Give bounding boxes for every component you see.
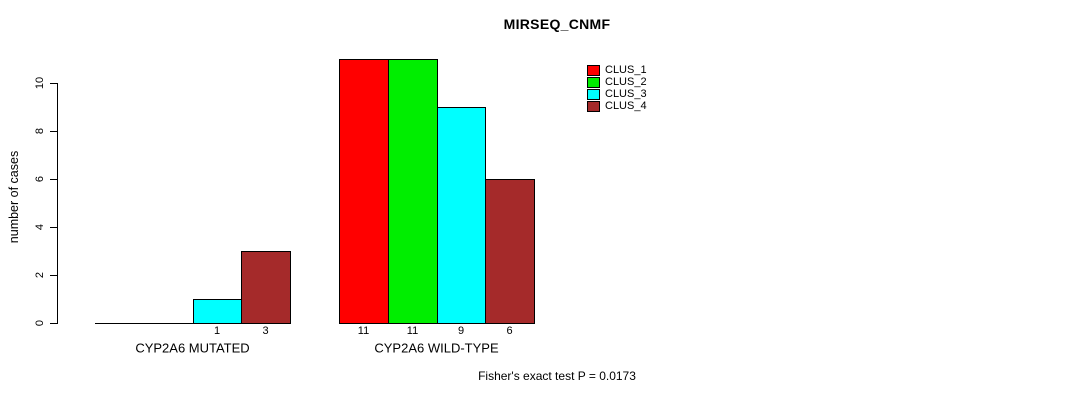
bar-value-label: 9 — [457, 325, 465, 337]
y-tick-label: 2 — [34, 271, 46, 279]
legend-color-swatch — [587, 88, 600, 100]
legend: CLUS_1 CLUS_2 CLUS_3 CLUS_4 — [587, 64, 647, 112]
legend-label: CLUS_1 — [605, 64, 647, 76]
legend-color-swatch — [587, 76, 600, 88]
bar-value-label: 6 — [506, 325, 513, 337]
y-tick — [50, 83, 57, 84]
stat-test-annotation: Fisher's exact test P = 0.0173 — [478, 369, 636, 383]
y-tick-label: 8 — [34, 127, 46, 135]
bar — [437, 107, 486, 324]
bar-value-label: 11 — [357, 325, 370, 337]
legend-color-swatch — [587, 64, 600, 76]
y-tick-label: 0 — [34, 319, 46, 327]
legend-item: CLUS_2 — [587, 76, 647, 88]
y-tick-label: 10 — [34, 76, 46, 90]
bar — [485, 179, 535, 324]
y-tick-label: 6 — [34, 175, 46, 183]
zero-baseline — [95, 323, 290, 324]
x-category-label: CYP2A6 MUTATED — [135, 340, 250, 356]
legend-color-swatch — [587, 100, 600, 112]
bar-value-label: 11 — [406, 325, 419, 337]
legend-label: CLUS_2 — [605, 76, 647, 88]
y-tick — [50, 131, 57, 132]
bar-value-label: 1 — [213, 325, 221, 337]
y-axis-label: number of cases — [7, 150, 21, 244]
legend-item: CLUS_4 — [587, 100, 647, 112]
bar — [241, 251, 291, 324]
y-axis-line — [57, 83, 58, 324]
legend-item: CLUS_3 — [587, 88, 647, 100]
y-tick — [50, 179, 57, 180]
legend-label: CLUS_4 — [605, 100, 647, 112]
y-tick — [50, 227, 57, 228]
y-tick — [50, 275, 57, 276]
legend-item: CLUS_1 — [587, 64, 647, 76]
chart-title: MIRSEQ_CNMF — [503, 16, 611, 32]
y-tick-label: 4 — [34, 223, 46, 231]
legend-label: CLUS_3 — [605, 88, 647, 100]
bar — [193, 299, 242, 324]
bar — [339, 59, 389, 324]
bar-value-label: 3 — [262, 325, 269, 337]
bar — [388, 59, 438, 324]
x-category-label: CYP2A6 WILD-TYPE — [374, 340, 499, 356]
y-tick — [50, 323, 57, 324]
